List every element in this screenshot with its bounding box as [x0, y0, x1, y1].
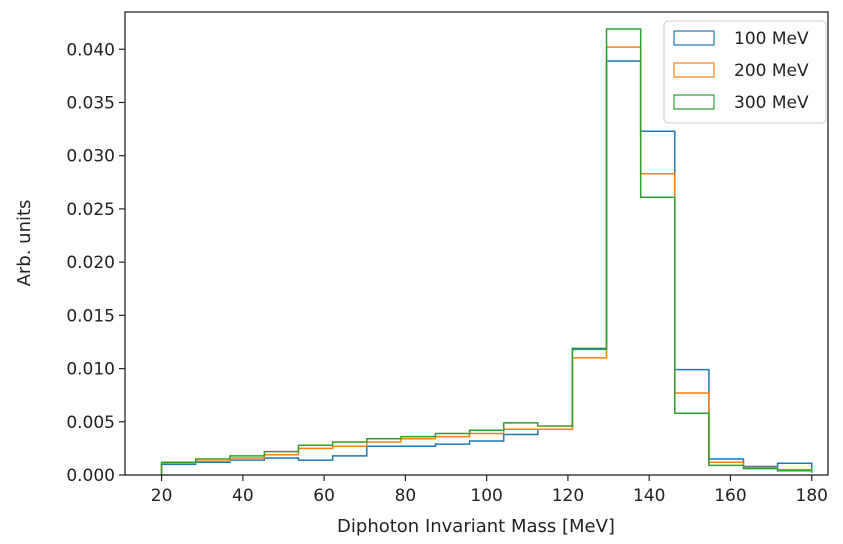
bin-300-mev-14	[641, 197, 675, 475]
x-tick-label-5: 120	[552, 486, 584, 506]
bin-300-mev-8	[435, 433, 469, 475]
series-outline-300-mev	[160, 28, 813, 475]
series-layer	[160, 28, 813, 475]
bin-200-mev-4	[299, 448, 333, 475]
x-tick-label-4: 100	[470, 486, 502, 506]
x-tick-label-2: 60	[313, 486, 335, 506]
bin-100-mev-12	[572, 348, 606, 475]
bin-200-mev-16	[709, 462, 744, 475]
bin-100-mev-2	[230, 460, 265, 475]
bin-200-mev-10	[504, 429, 538, 475]
legend-label-200-mev: 200 MeV	[734, 61, 809, 81]
bin-300-mev-7	[401, 437, 436, 475]
bin-100-mev-9	[470, 441, 504, 475]
bin-300-mev-6	[367, 439, 401, 475]
legend-swatch-100-mev	[673, 30, 715, 46]
x-tick-label-7: 160	[714, 486, 746, 506]
bin-100-mev-15	[675, 370, 709, 475]
bin-200-mev-8	[435, 437, 469, 475]
bin-100-mev-14	[641, 131, 675, 475]
bin-200-mev-15	[675, 393, 709, 475]
y-axis-ticks: 0.000 0.005 0.010 0.015 0.020 0.025 0.030 0.035…	[66, 40, 125, 486]
bin-300-mev-10	[504, 423, 538, 475]
plot-frame	[124, 11, 829, 476]
bin-100-mev-6	[367, 446, 401, 475]
bin-300-mev-11	[538, 426, 573, 475]
bin-100-mev-7	[401, 446, 436, 475]
y-tick-label-5: 0.025	[66, 200, 115, 220]
bin-300-mev-13	[607, 29, 641, 475]
bin-100-mev-0	[162, 464, 196, 475]
bin-100-mev-8	[435, 444, 469, 475]
bin-300-mev-16	[709, 465, 744, 475]
y-tick-label-3: 0.015	[66, 306, 115, 326]
y-tick-label-6: 0.030	[66, 147, 115, 167]
bin-200-mev-9	[470, 433, 504, 475]
x-axis-label: Diphoton Invariant Mass [MeV]	[337, 516, 615, 537]
x-tick-label-1: 40	[232, 486, 254, 506]
bin-100-mev-10	[504, 435, 538, 475]
y-tick-label-1: 0.005	[66, 413, 115, 433]
bin-300-mev-12	[572, 349, 606, 475]
bin-200-mev-5	[333, 446, 367, 475]
bin-200-mev-11	[538, 429, 573, 475]
y-axis-label: Arb. units	[14, 200, 35, 287]
x-tick-label-8: 180	[796, 486, 828, 506]
bin-200-mev-13	[607, 47, 641, 475]
bin-100-mev-11	[538, 429, 573, 475]
legend: 100 MeV 200 MeV 300 MeV	[663, 20, 827, 124]
x-axis-ticks: 20 40 60 80 100 120 140 160 180	[151, 475, 828, 506]
y-tick-label-8: 0.040	[66, 40, 115, 60]
series-300-mev	[160, 28, 813, 475]
legend-label-100-mev: 100 MeV	[734, 29, 809, 49]
y-tick-label-7: 0.035	[66, 93, 115, 113]
x-tick-label-3: 80	[395, 486, 417, 506]
bin-200-mev-7	[401, 439, 436, 475]
bin-300-mev-17	[743, 469, 777, 475]
legend-swatch-300-mev	[673, 94, 715, 110]
y-tick-label-4: 0.020	[66, 253, 115, 273]
bin-200-mev-14	[641, 174, 675, 475]
y-tick-label-0: 0.000	[66, 466, 115, 486]
bin-200-mev-12	[572, 358, 606, 475]
y-tick-label-2: 0.010	[66, 360, 115, 380]
bin-300-mev-15	[675, 413, 709, 475]
bin-100-mev-13	[607, 61, 641, 475]
bin-100-mev-4	[299, 460, 333, 475]
bin-300-mev-9	[470, 430, 504, 475]
bin-100-mev-1	[196, 462, 230, 475]
x-tick-label-0: 20	[151, 486, 173, 506]
bin-100-mev-5	[333, 456, 367, 475]
bin-100-mev-3	[264, 458, 298, 475]
bin-200-mev-1	[196, 461, 230, 475]
legend-label-300-mev: 300 MeV	[734, 93, 809, 113]
x-tick-label-6: 140	[633, 486, 665, 506]
legend-swatch-200-mev	[673, 62, 715, 78]
bin-100-mev-16	[709, 459, 744, 475]
legend-frame	[663, 20, 827, 124]
